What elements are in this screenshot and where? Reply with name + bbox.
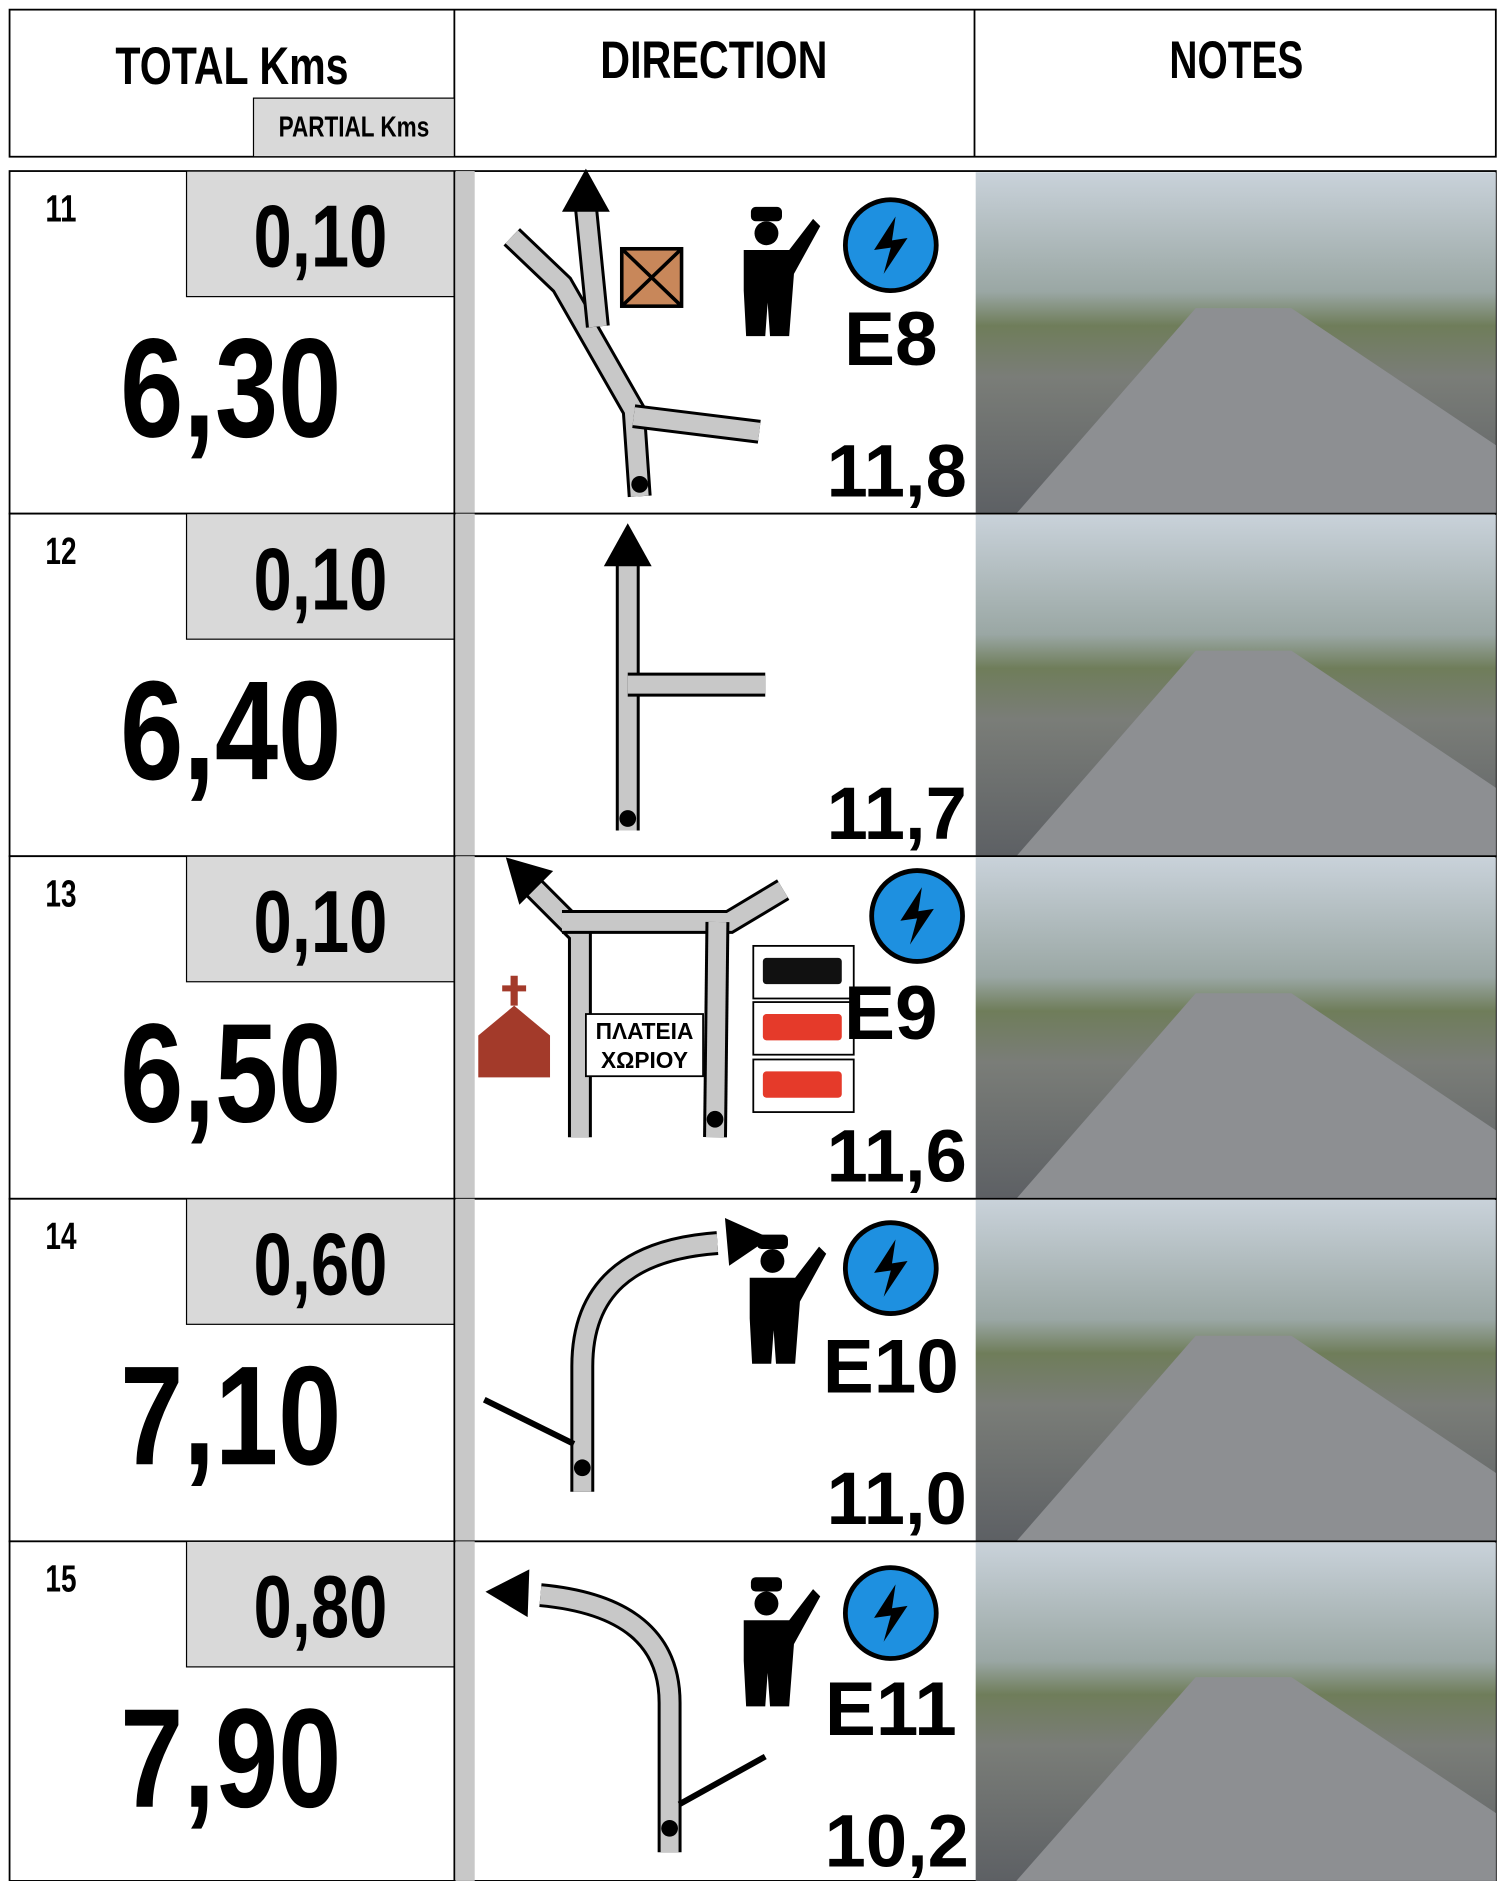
partial-header: PARTIAL Kms [279, 111, 430, 143]
photo [976, 1200, 1496, 1541]
reading: 11,8 [827, 429, 967, 512]
separator-strip [456, 514, 475, 857]
reading: 10,2 [825, 1800, 969, 1881]
police-head [754, 1592, 778, 1616]
marker: E10 [823, 1324, 959, 1409]
reading: 11,6 [827, 1114, 967, 1197]
waypoint-number: 15 [45, 1558, 76, 1601]
partial-km: 0,80 [253, 1557, 387, 1656]
total-km: 6,30 [120, 309, 341, 467]
road [715, 922, 717, 1137]
vehicle [763, 1071, 842, 1097]
header: TOTAL Kms PARTIAL Kms DIRECTION NOTES [10, 10, 1496, 157]
row: 13 0,10 6,50 ΠΛΑΤΕΙΑ ΧΩΡΙΟΥ E9 11,6 [10, 841, 1496, 1199]
separator-strip [456, 171, 475, 514]
row: 15 0,80 7,90 E11 10,2 [10, 1541, 1496, 1881]
reading: 11,0 [827, 1457, 967, 1540]
row: 11 0,10 6,30 E8 11,8 [10, 169, 1496, 514]
total-km: 6,50 [120, 994, 341, 1152]
police-cap [751, 207, 782, 221]
vehicle [763, 1014, 842, 1040]
reading: 11,7 [827, 772, 967, 855]
start-dot [661, 1820, 678, 1837]
row: 12 0,10 6,40 11,7 [10, 514, 1496, 857]
separator-strip [456, 1541, 475, 1881]
photo [976, 857, 1496, 1198]
partial-km: 0,10 [253, 872, 387, 971]
vehicle [763, 958, 842, 984]
start-dot [619, 810, 636, 827]
police-head [754, 221, 778, 245]
waypoint-number: 14 [45, 1215, 77, 1258]
partial-km: 0,10 [253, 529, 387, 628]
police-cap [751, 1577, 782, 1591]
separator-strip [456, 856, 475, 1199]
partial-km: 0,10 [253, 187, 387, 286]
waypoint-number: 11 [45, 187, 76, 230]
photo [976, 172, 1496, 513]
road [586, 207, 598, 327]
start-dot [707, 1111, 724, 1128]
police-head [760, 1249, 784, 1273]
start-dot [574, 1459, 591, 1476]
marker: E11 [825, 1667, 957, 1752]
marker: E9 [844, 971, 938, 1056]
police-cap [757, 1235, 788, 1249]
total-km: 7,10 [120, 1336, 341, 1494]
rows: 11 0,10 6,30 E8 11,8 12 0,10 6,40 11,7 13 0,10 6,50… [10, 169, 1496, 1881]
marker: E8 [844, 297, 938, 382]
total-header: TOTAL Kms [115, 37, 348, 96]
sign-text: ΧΩΡΙΟΥ [601, 1047, 688, 1073]
notes-header: NOTES [1169, 31, 1303, 90]
row: 14 0,60 7,10 E10 11,0 [10, 1199, 1496, 1542]
total-km: 6,40 [120, 651, 341, 809]
sign-text: ΠΛΑΤΕΙΑ [596, 1018, 694, 1044]
total-km: 7,90 [120, 1679, 341, 1837]
page: {"header": {"total": "TOTAL Kms", "parti… [0, 0, 1503, 1881]
waypoint-number: 13 [45, 872, 76, 915]
photo [976, 1543, 1496, 1881]
start-dot [631, 476, 648, 493]
partial-km: 0,60 [253, 1214, 387, 1313]
roadbook: TOTAL Kms PARTIAL Kms DIRECTION NOTES 11… [0, 0, 1503, 1881]
separator-strip [456, 1199, 475, 1542]
waypoint-number: 12 [45, 530, 76, 573]
direction-header: DIRECTION [600, 31, 827, 90]
photo [976, 515, 1496, 856]
